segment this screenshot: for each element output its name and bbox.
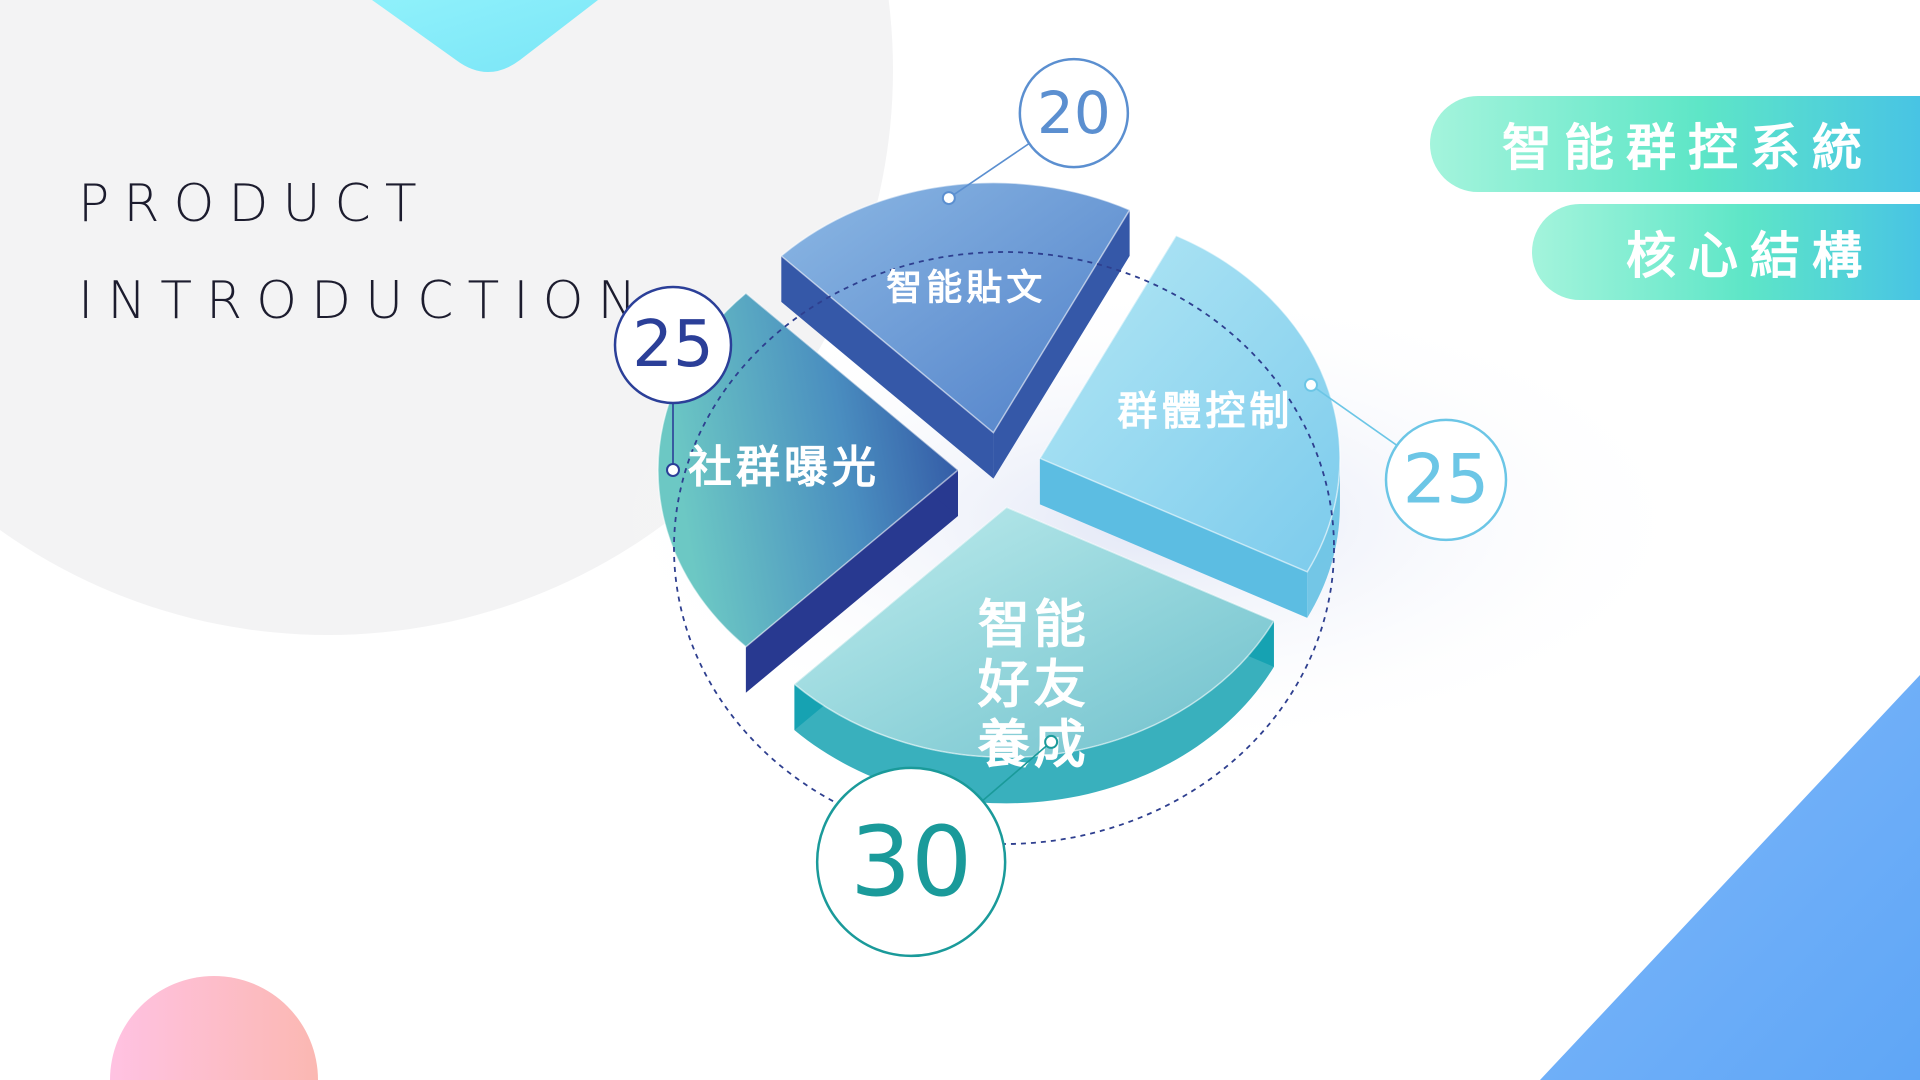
- slice-rim: [794, 620, 1274, 804]
- callout-dot: [666, 463, 680, 477]
- pie-slice-0: [657, 292, 960, 693]
- slice-side-b: [993, 209, 1130, 479]
- pie-slices: [657, 181, 1341, 804]
- pink-circle-decor: [110, 976, 318, 1080]
- value-circle: [1018, 57, 1130, 169]
- title-badge: 智能群控系統: [1430, 96, 1920, 192]
- slice-side-a: [745, 470, 958, 693]
- title-badge-label: 智能群控系統: [1502, 119, 1874, 177]
- pie-slice-1: [780, 181, 1131, 479]
- slice-rim: [1307, 458, 1340, 618]
- value-label: 30: [850, 806, 972, 918]
- slice-side-a: [781, 255, 994, 479]
- value-callout: 30: [815, 734, 1059, 958]
- callout-dot: [1303, 377, 1318, 392]
- corner-triangle-decor: [1540, 675, 1920, 1080]
- value-callout: 25: [1303, 377, 1508, 542]
- subtitle-badge-label: 核心結構: [1626, 227, 1874, 285]
- callout-dot: [941, 191, 956, 206]
- value-circle: [815, 766, 1007, 958]
- value-callout: 25: [613, 285, 733, 477]
- subtitle-badge: 核心結構: [1532, 204, 1920, 300]
- value-callout: 20: [941, 57, 1130, 206]
- value-label: 25: [632, 308, 713, 382]
- slice-top: [793, 506, 1275, 759]
- value-label: 25: [1403, 440, 1490, 519]
- heading-product: PRODUCT: [78, 174, 431, 234]
- top-triangle-decor: [372, 0, 598, 72]
- callout-dot: [1044, 734, 1059, 749]
- slice-top: [780, 181, 1131, 434]
- pie-slice-3: [793, 506, 1275, 804]
- slice-label: 智能好友養成: [977, 596, 1090, 776]
- pie-slice-2: [1038, 234, 1341, 618]
- value-label: 20: [1037, 79, 1111, 147]
- heading-introduction: INTRODUCTION: [78, 271, 651, 331]
- slice-label: 群體控制: [1117, 389, 1293, 435]
- slice-top: [1038, 234, 1341, 573]
- slice-label: 智能貼文: [886, 267, 1046, 308]
- slice-label: 社群曝光: [688, 442, 880, 493]
- value-circle: [1384, 418, 1508, 542]
- value-circle: [613, 285, 733, 405]
- slice-side-b: [1039, 458, 1308, 618]
